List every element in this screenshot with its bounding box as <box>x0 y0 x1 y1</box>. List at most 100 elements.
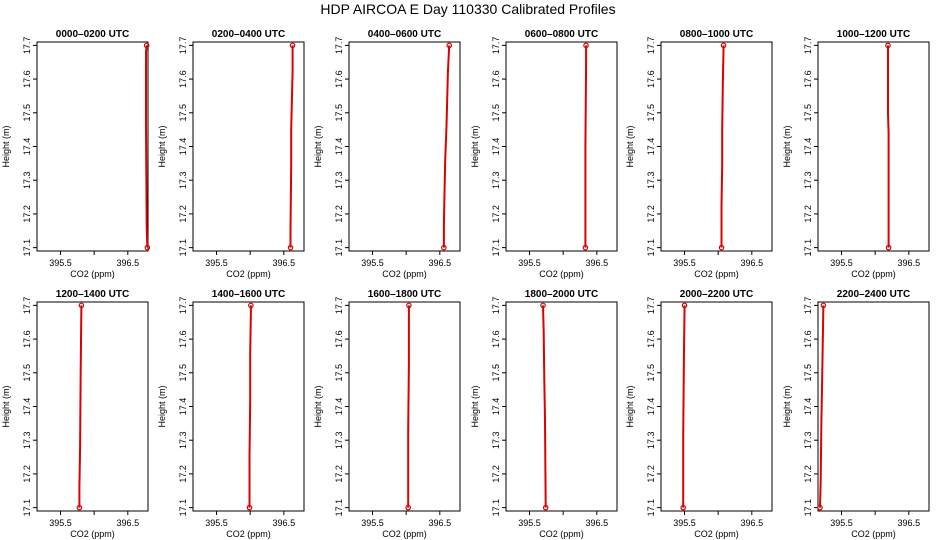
plot-frame <box>192 41 305 252</box>
plot-frame <box>817 301 930 512</box>
panel-title: 0000–0200 UTC <box>56 29 129 40</box>
x-tick-label: 395.5 <box>205 518 228 528</box>
profile-line <box>542 305 547 508</box>
y-tick-label: 17.7 <box>803 297 813 315</box>
y-tick-label: 17.6 <box>803 330 813 348</box>
y-tick-label: 17.6 <box>334 330 344 348</box>
profile-point-top <box>720 42 727 49</box>
y-axis-label: Height (m) <box>782 385 792 427</box>
x-axis-label: CO2 (ppm) <box>539 269 584 279</box>
y-tick-label: 17.5 <box>491 104 501 122</box>
x-axis-label: CO2 (ppm) <box>694 269 739 279</box>
profile-point-bottom <box>582 244 589 251</box>
profile-point-bottom <box>817 504 823 511</box>
profile-point-top <box>78 302 85 309</box>
y-tick-label: 17.1 <box>22 499 32 517</box>
y-tick-label: 17.6 <box>178 70 188 88</box>
profile-point-bottom <box>144 244 151 251</box>
plot-frame <box>36 301 149 512</box>
y-axis-label: Height (m) <box>782 125 792 167</box>
y-tick-label: 17.6 <box>646 330 656 348</box>
panel-title: 1000–1200 UTC <box>837 29 910 40</box>
y-tick-label: 17.6 <box>22 70 32 88</box>
y-tick-label: 17.3 <box>22 431 32 449</box>
y-tick-label: 17.1 <box>803 499 813 517</box>
y-tick-label: 17.7 <box>334 297 344 315</box>
plot-frame <box>348 301 461 512</box>
y-tick-label: 17.5 <box>178 364 188 382</box>
y-tick-label: 17.2 <box>491 205 501 223</box>
profile-point-top <box>681 302 688 309</box>
y-tick-label: 17.3 <box>334 431 344 449</box>
y-tick-label: 17.7 <box>22 37 32 55</box>
x-tick-label: 396.5 <box>273 258 296 268</box>
y-tick-label: 17.6 <box>178 330 188 348</box>
y-tick-label: 17.5 <box>803 104 813 122</box>
y-tick-label: 17.1 <box>334 499 344 517</box>
y-tick-label: 17.4 <box>178 398 188 416</box>
profile-point-top <box>406 302 412 309</box>
chart-panel-3: 0400–0600 UTC 395.5 396.5 17.1 17.2 17.3 17.4 1… <box>313 29 461 279</box>
profile-point-top <box>289 42 296 49</box>
chart-panel-5: 0800–1000 UTC 395.5 396.5 17.1 17.2 17.3 17.4 1… <box>625 29 773 279</box>
y-tick-label: 17.7 <box>178 297 188 315</box>
panel-title: 1800–2000 UTC <box>525 289 598 300</box>
x-tick-label: 396.5 <box>898 518 921 528</box>
y-tick-label: 17.4 <box>491 398 501 416</box>
y-tick-label: 17.2 <box>334 205 344 223</box>
x-axis-label: CO2 (ppm) <box>70 529 115 539</box>
x-tick-label: 395.5 <box>361 518 384 528</box>
plot-frame <box>505 41 618 252</box>
profile-line <box>289 45 294 248</box>
y-tick-label: 17.6 <box>491 70 501 88</box>
y-axis-label: Height (m) <box>313 385 323 427</box>
y-axis-label: Height (m) <box>625 125 635 167</box>
y-tick-label: 17.2 <box>646 465 656 483</box>
y-tick-label: 17.2 <box>178 205 188 223</box>
figure-title: HDP AIRCOA E Day 110330 Calibrated Profi… <box>320 1 616 17</box>
y-tick-label: 17.7 <box>491 37 501 55</box>
y-tick-label: 17.4 <box>334 398 344 416</box>
panel-title: 1600–1800 UTC <box>368 289 441 300</box>
profile-point-top <box>540 302 546 309</box>
profile-point-top <box>583 42 589 49</box>
y-tick-label: 17.6 <box>646 70 656 88</box>
plot-frame <box>660 301 773 512</box>
y-tick-label: 17.4 <box>22 398 32 416</box>
y-tick-label: 17.5 <box>646 104 656 122</box>
y-tick-label: 17.3 <box>334 171 344 189</box>
y-axis-label: Height (m) <box>470 385 480 427</box>
chart-panel-12: 2200–2400 UTC 395.5 396.5 17.1 17.2 17.3 17.4 1… <box>782 289 930 539</box>
y-tick-label: 17.1 <box>803 239 813 257</box>
chart-panel-4: 0600–0800 UTC 395.5 396.5 17.1 17.2 17.3 17.4 1… <box>470 29 618 279</box>
x-tick-label: 396.5 <box>117 258 140 268</box>
y-tick-label: 17.5 <box>22 364 32 382</box>
y-tick-label: 17.5 <box>334 364 344 382</box>
profile-point-bottom <box>542 504 549 511</box>
y-tick-label: 17.2 <box>803 205 813 223</box>
profile-point-bottom <box>405 504 412 511</box>
profile-line <box>442 45 451 248</box>
profile-line <box>78 305 83 508</box>
x-tick-label: 395.5 <box>49 258 72 268</box>
y-tick-label: 17.6 <box>491 330 501 348</box>
y-tick-label: 17.5 <box>646 364 656 382</box>
x-axis-label: CO2 (ppm) <box>70 269 115 279</box>
y-tick-label: 17.1 <box>646 239 656 257</box>
y-tick-label: 17.3 <box>803 431 813 449</box>
chart-panel-9: 1600–1800 UTC 395.5 396.5 17.1 17.2 17.3 17.4 1… <box>313 289 461 539</box>
chart-panel-10: 1800–2000 UTC 395.5 396.5 17.1 17.2 17.3 17.4 1… <box>470 289 618 539</box>
y-tick-label: 17.3 <box>803 171 813 189</box>
y-tick-label: 17.3 <box>491 171 501 189</box>
y-axis-label: Height (m) <box>157 385 167 427</box>
x-axis-label: CO2 (ppm) <box>226 529 271 539</box>
profile-point-bottom <box>76 504 83 511</box>
y-tick-label: 17.4 <box>22 138 32 156</box>
y-tick-label: 17.1 <box>491 239 501 257</box>
y-tick-label: 17.5 <box>22 104 32 122</box>
y-tick-label: 17.1 <box>646 499 656 517</box>
y-tick-label: 17.4 <box>646 398 656 416</box>
x-tick-label: 396.5 <box>741 518 764 528</box>
y-axis-label: Height (m) <box>470 125 480 167</box>
y-axis-label: Height (m) <box>625 385 635 427</box>
